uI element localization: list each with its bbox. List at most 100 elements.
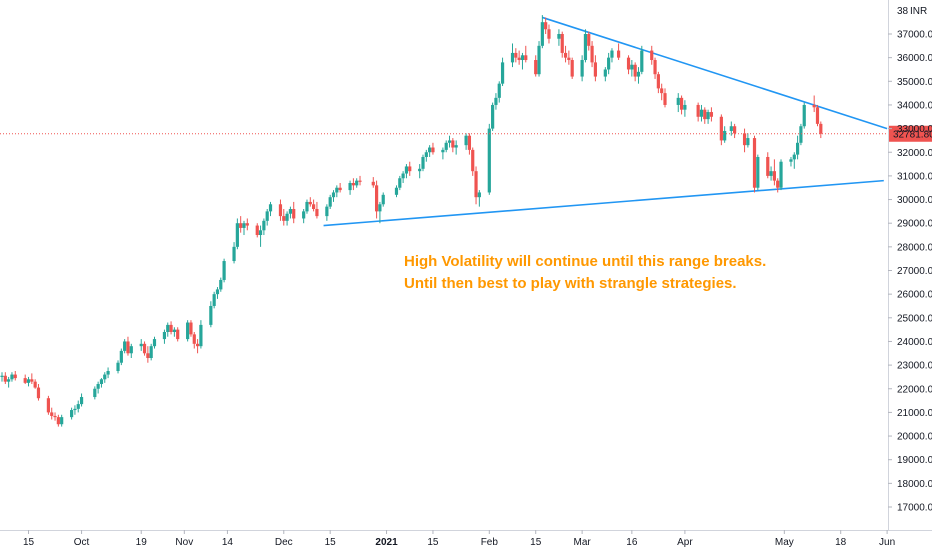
- candle: [679, 95, 684, 115]
- candle-body: [119, 350, 123, 363]
- candle-body: [746, 138, 750, 146]
- candle: [421, 154, 425, 172]
- candle: [3, 372, 7, 385]
- candle-body: [590, 45, 594, 63]
- candle: [703, 107, 707, 124]
- candle: [374, 180, 379, 219]
- candle-body: [46, 398, 51, 413]
- candle-body: [282, 216, 286, 221]
- candle-body: [769, 171, 773, 176]
- candle: [262, 218, 266, 236]
- candle: [255, 223, 259, 238]
- candle: [766, 152, 770, 179]
- candle: [245, 218, 249, 231]
- candle-body: [195, 343, 200, 347]
- candle-body: [514, 52, 518, 58]
- last-price-line: 32781.80: [0, 125, 932, 142]
- candle: [540, 15, 544, 49]
- candle: [70, 407, 74, 420]
- candle-body: [285, 213, 289, 221]
- candle-body: [162, 331, 167, 340]
- candle-body: [33, 381, 37, 388]
- candle: [779, 159, 783, 191]
- candle: [583, 29, 588, 63]
- candle-body: [315, 209, 319, 217]
- candle: [302, 209, 306, 224]
- candle-body: [633, 64, 637, 77]
- candle-body: [524, 55, 528, 61]
- candle-body: [719, 116, 723, 141]
- x-tick-label: 15: [427, 537, 439, 548]
- candle-body: [607, 57, 611, 70]
- candle-body: [560, 34, 564, 53]
- candle-body: [123, 341, 127, 351]
- candle: [424, 149, 428, 162]
- candle-body: [497, 83, 501, 98]
- candle-body: [454, 145, 458, 148]
- candle: [394, 185, 399, 198]
- y-top-label: 38: [897, 6, 909, 17]
- candle-body: [636, 71, 641, 77]
- candle: [477, 190, 481, 207]
- x-tick-label: 16: [626, 537, 638, 548]
- candle: [633, 62, 637, 82]
- x-tick-label: Nov: [175, 537, 193, 548]
- candle-body: [268, 204, 273, 212]
- candle-body: [766, 156, 770, 176]
- candle: [769, 166, 773, 181]
- candle-body: [653, 60, 657, 75]
- candle: [315, 201, 319, 219]
- candle: [560, 31, 564, 58]
- candle: [129, 343, 133, 359]
- candle-body: [477, 192, 481, 198]
- candle-body: [510, 52, 515, 63]
- candle-body: [696, 104, 700, 117]
- candle: [172, 327, 176, 337]
- candle-body: [703, 109, 707, 120]
- candle-body: [371, 181, 375, 186]
- candle: [699, 104, 704, 122]
- y-tick-label: 29000.00: [897, 219, 932, 230]
- candle: [696, 102, 700, 122]
- candle: [288, 206, 293, 219]
- candle-body: [292, 209, 296, 219]
- candle: [10, 372, 14, 382]
- candle: [544, 17, 548, 34]
- candle-body: [325, 206, 329, 217]
- candle: [139, 339, 143, 351]
- candle-body: [451, 140, 455, 148]
- candle: [464, 133, 468, 150]
- candle-body: [660, 88, 664, 94]
- candle: [567, 50, 571, 65]
- candles: [0, 15, 823, 427]
- candle-body: [500, 62, 505, 84]
- candle-body: [129, 346, 133, 354]
- y-tick-label: 17000.00: [897, 503, 932, 514]
- candle: [149, 343, 153, 361]
- candle: [772, 159, 776, 186]
- candle-body: [570, 60, 574, 77]
- candle-body: [176, 329, 180, 340]
- candle-body: [544, 22, 548, 30]
- x-tick-label: 18: [835, 537, 847, 548]
- last-price-label: 32781.80: [893, 129, 932, 140]
- last-price-badge: [889, 125, 932, 142]
- y-tick-label: 31000.00: [897, 171, 932, 182]
- candle: [683, 100, 687, 117]
- candle-body: [567, 57, 571, 61]
- candle-body: [99, 379, 104, 385]
- candle: [799, 123, 803, 146]
- candle: [752, 135, 757, 193]
- candle: [723, 126, 727, 143]
- candle: [590, 41, 594, 68]
- candle-body: [7, 379, 11, 382]
- y-tick-label: 18000.00: [897, 479, 932, 490]
- candle: [474, 166, 478, 205]
- candle-body: [232, 246, 236, 262]
- candle: [467, 133, 472, 155]
- candle: [106, 367, 110, 379]
- candle-body: [540, 22, 544, 46]
